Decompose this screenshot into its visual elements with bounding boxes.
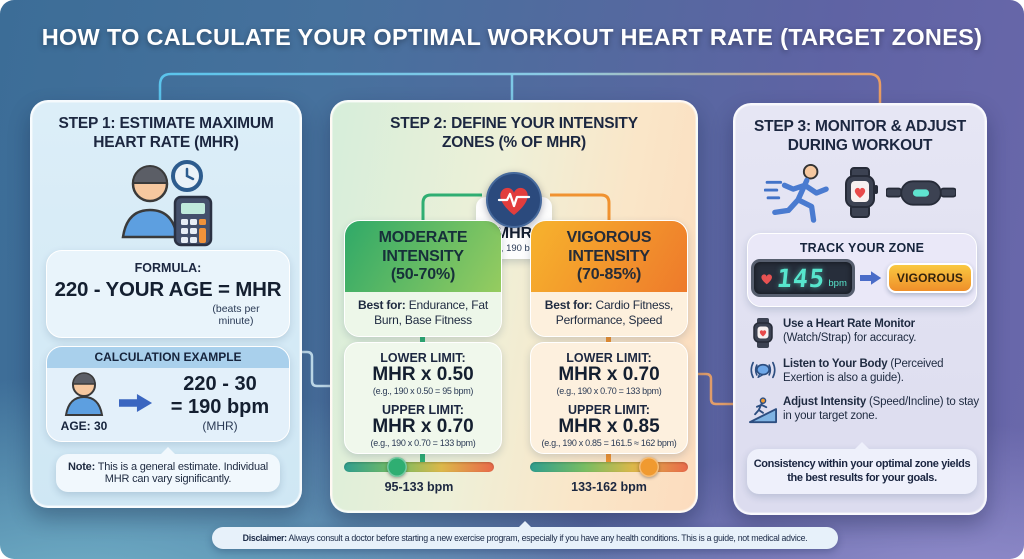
arrow-right-icon <box>119 393 153 412</box>
step1-title: STEP 1: ESTIMATE MAXIMUM HEART RATE (MHR… <box>58 115 274 152</box>
bpm-unit: bpm <box>828 278 847 289</box>
page-title: HOW TO CALCULATE YOUR OPTIMAL WORKOUT HE… <box>41 24 983 50</box>
vigorous-zone-box: VIGOROUS INTENSITY (70-85%) Best for: Ca… <box>530 220 688 337</box>
tips-list: Use a Heart Rate Monitor (Watch/Strap) f… <box>749 317 979 433</box>
moderate-slider-connector <box>420 452 425 468</box>
step3-panel: STEP 3: MONITOR & ADJUST DURING WORKOUT <box>733 103 987 515</box>
moderate-zone-title: MODERATE INTENSITY (50-70%) <box>345 221 501 292</box>
step3-title: STEP 3: MONITOR & ADJUST DURING WORKOUT <box>754 118 966 155</box>
age-label: AGE: 30 <box>60 419 108 433</box>
vigorous-best-for: Best for: Cardio Fitness, Performance, S… <box>531 291 687 336</box>
person-clock-calculator-icon <box>32 157 300 247</box>
watch-icon <box>749 318 777 348</box>
disclaimer: Disclaimer: Always consult a doctor befo… <box>212 521 838 549</box>
formula-label: FORMULA: <box>134 261 202 275</box>
tip-listen-to-body: Listen to Your Body (Perceived Exertion … <box>749 357 979 386</box>
step1-note: Note: This is a general estimate. Indivi… <box>56 447 280 492</box>
vigorous-zone-title: VIGOROUS INTENSITY (70-85%) <box>531 221 687 292</box>
track-your-zone-box: TRACK YOUR ZONE 145 bpm VIGOROUS <box>747 233 977 307</box>
track-zone-header: TRACK YOUR ZONE <box>799 241 925 255</box>
runner-icon <box>763 163 836 228</box>
step1-panel: STEP 1: ESTIMATE MAXIMUM HEART RATE (MHR… <box>30 100 302 508</box>
step2-title: STEP 2: DEFINE YOUR INTENSITY ZONES (% O… <box>390 115 638 152</box>
moderate-zone-box: MODERATE INTENSITY (50-70%) Best for: En… <box>344 220 502 337</box>
zone-status-badge: VIGOROUS <box>886 263 974 293</box>
heart-icon <box>761 273 772 284</box>
step3-note: Consistency within your optimal zone yie… <box>747 442 977 494</box>
formula-text: 220 - YOUR AGE = MHR <box>54 278 282 301</box>
moderate-range-slider <box>344 457 494 477</box>
listen-icon <box>749 358 777 382</box>
vigorous-limits-box: LOWER LIMIT: MHR x 0.70 (e.g., 190 x 0.7… <box>530 342 688 454</box>
age-person-icon: AGE: 30 <box>55 372 113 433</box>
bpm-value: 145 <box>775 263 827 293</box>
tip-heart-rate-monitor: Use a Heart Rate Monitor (Watch/Strap) f… <box>749 317 979 348</box>
heart-pulse-icon <box>486 172 542 233</box>
vigorous-range-slider <box>530 457 688 477</box>
vigorous-slider-connector <box>606 452 611 468</box>
step2-panel: STEP 2: DEFINE YOUR INTENSITY ZONES (% O… <box>330 100 698 513</box>
calculation-example-box: CALCULATION EXAMPLE AGE: 30 220 - 30 = 1… <box>46 346 290 442</box>
formula-box: FORMULA: 220 - YOUR AGE = MHR (beats per… <box>46 250 290 338</box>
calculation-result: 220 - 30 = 190 bpm (MHR) <box>170 372 270 433</box>
calculation-example-header: CALCULATION EXAMPLE <box>47 347 289 368</box>
tip-adjust-intensity: Adjust Intensity (Speed/Incline) to stay… <box>749 395 979 424</box>
vigorous-slider-knob <box>639 457 659 477</box>
chest-strap-icon <box>885 179 957 212</box>
incline-runner-icon <box>749 396 777 424</box>
moderate-limits-box: LOWER LIMIT: MHR x 0.50 (e.g., 190 x 0.5… <box>344 342 502 454</box>
moderate-range-label: 95-133 bpm <box>384 480 454 494</box>
arrow-right-icon <box>859 271 882 285</box>
vigorous-range-label: 133-162 bpm <box>571 480 647 494</box>
moderate-slider-knob <box>387 457 407 477</box>
heart-rate-display: 145 bpm <box>750 259 855 297</box>
smartwatch-icon <box>843 166 879 225</box>
formula-unit: (beats per minute) <box>212 303 260 328</box>
moderate-best-for: Best for: Endurance, Fat Burn, Base Fitn… <box>345 291 501 336</box>
